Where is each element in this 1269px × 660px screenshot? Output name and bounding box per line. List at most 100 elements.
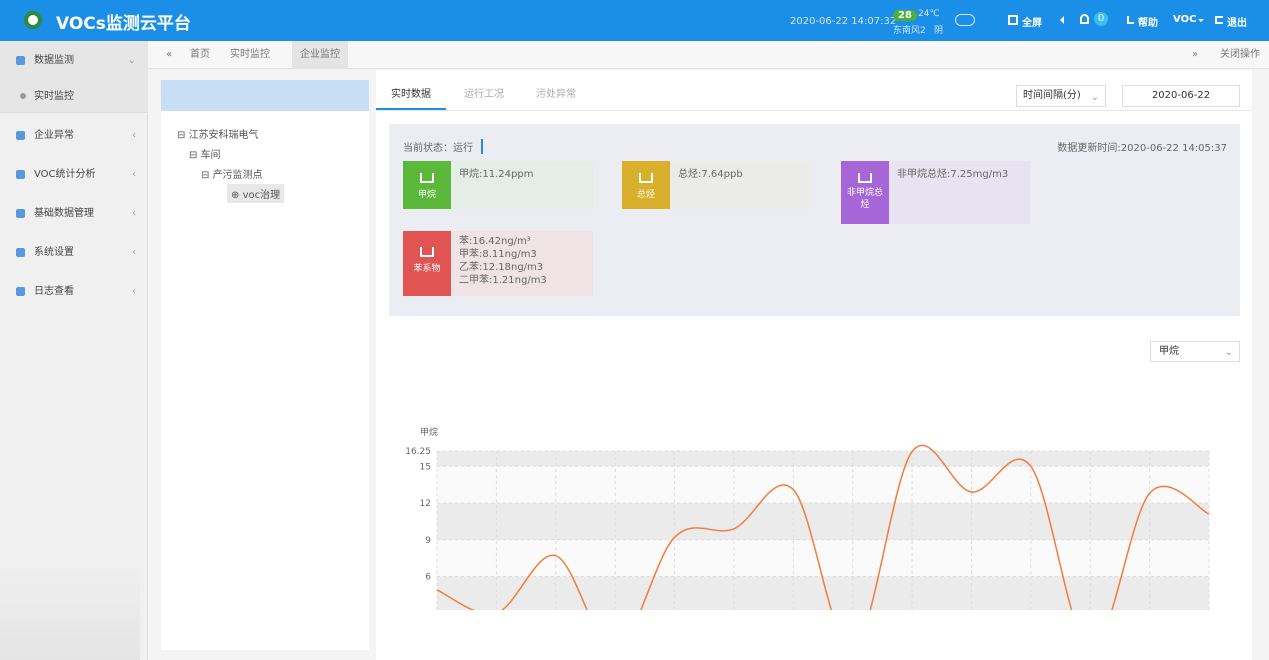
card-name: 非甲烷总烃 bbox=[845, 187, 885, 211]
menu-label: 企业异常 bbox=[34, 130, 74, 141]
fullscreen-button[interactable]: 全屏 bbox=[1008, 14, 1042, 29]
interval-label: 时间间隔(分) bbox=[1023, 90, 1081, 101]
card-reading: 总烃:7.64ppb bbox=[678, 168, 743, 181]
menu-item[interactable]: 企业异常‹ bbox=[0, 116, 148, 155]
card-reading: 非甲烷总烃:7.25mg/m3 bbox=[897, 168, 1008, 181]
tree-node[interactable]: ⊟ 车间 bbox=[189, 146, 221, 161]
wind: 东南风2 bbox=[893, 23, 926, 36]
collapse-arrow[interactable] bbox=[1056, 16, 1064, 24]
card-reading: 甲烷:11.24ppm bbox=[459, 168, 533, 181]
tree-label: voc治理 bbox=[243, 190, 281, 201]
y-tick-label: 3 bbox=[425, 609, 431, 610]
card-reading: 甲苯:8.11ng/m3 bbox=[459, 248, 547, 261]
header: VOCs监测云平台 2020-06-22 14:07:32 28 24℃ 东南风… bbox=[0, 0, 1269, 41]
tab-active[interactable]: 企业监控 bbox=[292, 41, 348, 69]
status-box: 当前状态：运行 数据更新时间:2020-06-22 14:05:37 甲烷甲烷:… bbox=[389, 124, 1240, 316]
content-tab[interactable]: 污处异常 bbox=[536, 80, 576, 110]
menu-item[interactable]: 系统设置‹ bbox=[0, 233, 148, 272]
card-name: 甲烷 bbox=[403, 187, 451, 200]
grid-band bbox=[437, 451, 1209, 466]
card-icon: 总烃 bbox=[622, 161, 670, 209]
close-action[interactable]: 关闭操作 bbox=[1212, 41, 1268, 69]
tab-scroll-right[interactable]: » bbox=[1184, 41, 1206, 69]
card-reading: 苯:16.42ng/m³ bbox=[459, 235, 547, 248]
menu-label: 系统设置 bbox=[34, 247, 74, 258]
reading-card: 甲烷甲烷:11.24ppm bbox=[403, 161, 593, 209]
tab-scroll-left[interactable]: « bbox=[158, 41, 180, 69]
tree-label: 江苏安科瑞电气 bbox=[189, 130, 259, 141]
reading-card: 非甲烷总烃非甲烷总烃:7.25mg/m3 bbox=[841, 161, 1030, 224]
card-readings: 苯:16.42ng/m³甲苯:8.11ng/m3乙苯:12.18ng/m3二甲苯… bbox=[459, 235, 547, 287]
scrollbar bbox=[1252, 70, 1269, 660]
main-panel: 实时数据 运行工况 污处异常 时间间隔(分)⌄ 2020-06-22 当前状态：… bbox=[376, 70, 1252, 660]
menu-item[interactable]: 数据监测⌄ bbox=[0, 41, 148, 80]
card-icon: 甲烷 bbox=[403, 161, 451, 209]
content-tab[interactable]: 运行工况 bbox=[464, 80, 504, 110]
y-tick-label: 9 bbox=[425, 536, 431, 546]
tree-label: 产污监测点 bbox=[213, 170, 263, 181]
run-state: 当前状态：运行 bbox=[403, 139, 483, 154]
city-decoration bbox=[0, 561, 140, 660]
aqi: 28 bbox=[893, 10, 917, 21]
tab[interactable]: 实时监控 bbox=[222, 41, 278, 69]
sidebar: 数据监测⌄ 实时监控 企业异常‹ VOC统计分析‹ 基础数据管理‹ 系统设置‹ … bbox=[0, 41, 148, 660]
weather: 阴 bbox=[934, 23, 943, 36]
weather-icon bbox=[955, 14, 975, 26]
y-tick-label: 15 bbox=[420, 462, 431, 472]
y-axis-label: 甲烷 bbox=[420, 426, 438, 438]
update-time: 数据更新时间:2020-06-22 14:05:37 bbox=[1057, 139, 1227, 154]
divider bbox=[376, 110, 1252, 111]
bell-icon[interactable] bbox=[1080, 14, 1089, 24]
menu-item[interactable]: 日志查看‹ bbox=[0, 272, 148, 311]
card-icon: 苯系物 bbox=[403, 231, 451, 296]
grid-band bbox=[437, 466, 1209, 503]
tab-bar: « 首页 实时监控 企业监控 » 关闭操作 bbox=[148, 41, 1269, 69]
menu-label: 基础数据管理 bbox=[34, 208, 94, 219]
submenu-item[interactable]: 实时监控 bbox=[0, 80, 148, 113]
y-tick-label: 6 bbox=[425, 573, 431, 583]
logo bbox=[24, 11, 42, 29]
card-name: 苯系物 bbox=[403, 261, 451, 274]
y-tick-label: 12 bbox=[420, 499, 431, 509]
fullscreen-label: 全屏 bbox=[1022, 18, 1042, 29]
tab[interactable]: 首页 bbox=[182, 41, 218, 69]
menu-item[interactable]: VOC统计分析‹ bbox=[0, 155, 148, 194]
tree-panel: ⊟ 江苏安科瑞电气 ⊟ 车间 ⊟ 产污监测点 ⊕ voc治理 bbox=[161, 80, 369, 650]
menu-label: 日志查看 bbox=[34, 286, 74, 297]
menu-label: VOC统计分析 bbox=[34, 169, 96, 180]
help-label: 帮助 bbox=[1138, 18, 1158, 29]
menu-label: 数据监测 bbox=[34, 55, 74, 66]
logout-button[interactable]: 退出 bbox=[1215, 14, 1247, 29]
tree-node[interactable]: ⊟ 产污监测点 bbox=[201, 166, 263, 181]
card-reading: 二甲苯:1.21ng/m3 bbox=[459, 274, 547, 287]
date-picker[interactable]: 2020-06-22 bbox=[1122, 85, 1240, 107]
datetime: 2020-06-22 14:07:32 bbox=[790, 16, 896, 27]
app-title: VOCs监测云平台 bbox=[56, 9, 191, 34]
date-label: 2020-06-22 bbox=[1152, 90, 1210, 101]
tree-header bbox=[161, 80, 369, 111]
reading-card: 总烃总烃:7.64ppb bbox=[622, 161, 812, 209]
notification-badge: 0 bbox=[1094, 12, 1108, 26]
grid-band bbox=[437, 540, 1209, 577]
logout-label: 退出 bbox=[1227, 18, 1247, 29]
grid-band bbox=[437, 503, 1209, 540]
tree-label: 车间 bbox=[201, 150, 221, 161]
content-tab-active[interactable]: 实时数据 bbox=[376, 80, 446, 110]
submenu-label: 实时监控 bbox=[34, 91, 74, 102]
chart: 甲烷0369121516.2505:1505:3005:4506:0006:15… bbox=[376, 335, 1252, 610]
card-reading: 乙苯:12.18ng/m3 bbox=[459, 261, 547, 274]
card-icon: 非甲烷总烃 bbox=[841, 161, 889, 224]
y-tick-label: 16.25 bbox=[405, 447, 431, 457]
reading-card: 苯系物 苯:16.42ng/m³甲苯:8.11ng/m3乙苯:12.18ng/m… bbox=[403, 231, 593, 296]
voc-label: VOC bbox=[1173, 14, 1196, 25]
tree-node-selected[interactable]: ⊕ voc治理 bbox=[227, 184, 284, 203]
interval-select[interactable]: 时间间隔(分)⌄ bbox=[1016, 85, 1106, 107]
menu-item[interactable]: 基础数据管理‹ bbox=[0, 194, 148, 233]
voc-menu[interactable]: VOC bbox=[1173, 14, 1204, 25]
help-button[interactable]: 帮助 bbox=[1127, 14, 1158, 29]
tree-node[interactable]: ⊟ 江苏安科瑞电气 bbox=[177, 126, 259, 141]
temperature: 24℃ bbox=[918, 9, 940, 19]
card-name: 总烃 bbox=[622, 187, 670, 200]
